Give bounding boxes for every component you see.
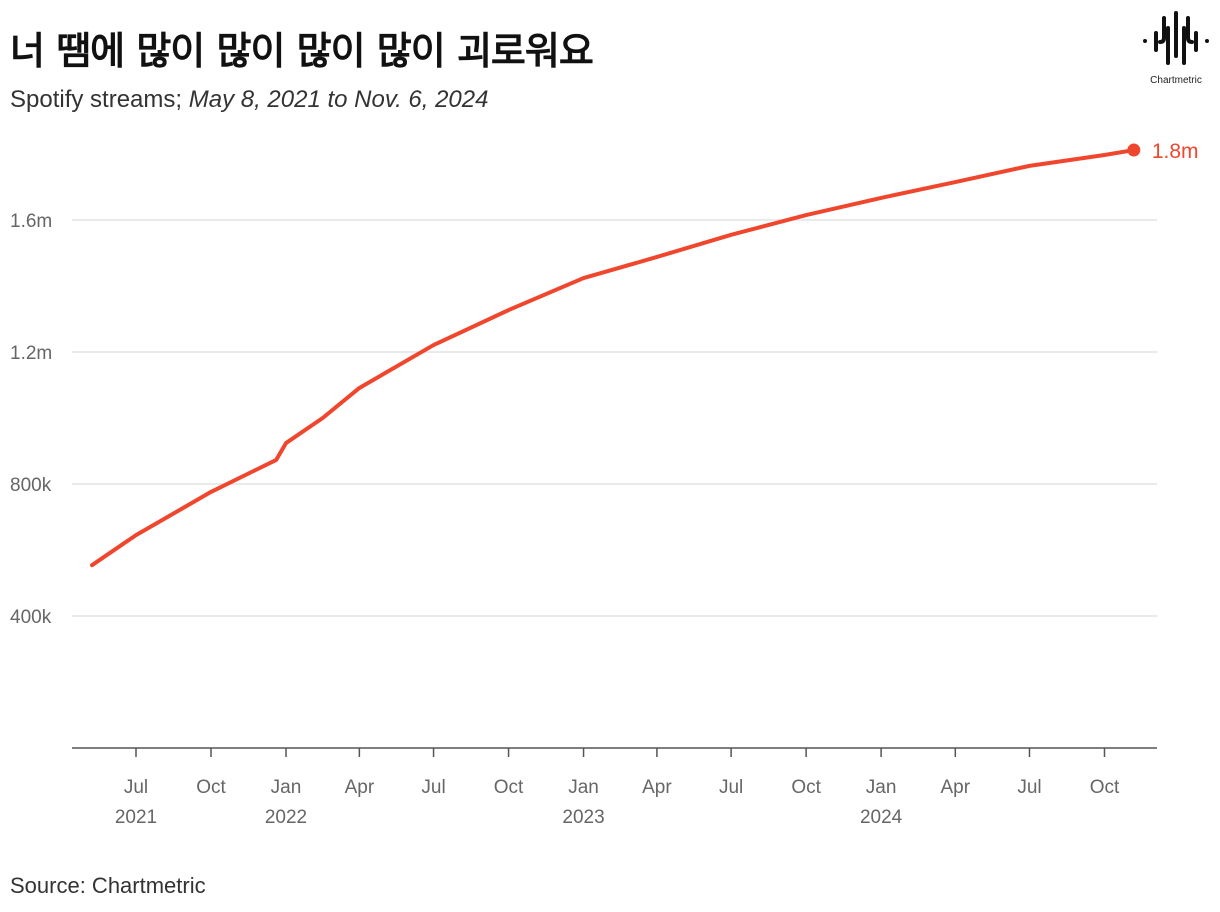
x-year-label: 2022 [265, 807, 307, 828]
x-tick-label: Oct [1090, 777, 1120, 798]
x-tick-label: Apr [345, 777, 375, 798]
y-tick-label: 1.2m [10, 343, 52, 364]
y-tick-label: 800k [10, 475, 52, 496]
series-line [89, 148, 1136, 568]
waveform-icon [1143, 11, 1209, 65]
x-tick-label: Jul [124, 777, 148, 798]
end-point-marker [1127, 143, 1141, 157]
x-year-label: 2024 [860, 807, 903, 828]
x-tick-label: Jul [719, 777, 743, 798]
subtitle-prefix: Spotify streams; [10, 86, 189, 113]
subtitle-date-range: May 8, 2021 to Nov. 6, 2024 [188, 86, 489, 113]
x-tick-label: Oct [791, 777, 821, 798]
x-tick-label: Apr [941, 777, 971, 798]
chart-title: 너 땜에 많이 많이 많이 많이 괴로워요 [10, 29, 594, 73]
end-value-label: 1.8m [1152, 140, 1199, 163]
source-note: Source: Chartmetric [10, 873, 206, 898]
y-tick-label: 400k [10, 607, 52, 628]
chartmetric-logo: Chartmetric [1140, 8, 1212, 94]
x-tick-label: Oct [494, 777, 524, 798]
x-tick-label: Jan [568, 777, 599, 798]
x-tick-label: Apr [642, 777, 672, 798]
x-year-label: 2023 [562, 807, 604, 828]
chart-subtitle: Spotify streams; May 8, 2021 to Nov. 6, … [10, 86, 488, 114]
logo-text: Chartmetric [1150, 75, 1202, 86]
x-tick-label: Jul [1017, 777, 1041, 798]
x-tick-label: Jul [421, 777, 445, 798]
x-tick-label: Oct [196, 777, 226, 798]
y-tick-label: 1.6m [10, 211, 52, 232]
x-tick-label: Jan [866, 777, 897, 798]
x-year-label: 2021 [115, 807, 157, 828]
x-tick-label: Jan [271, 777, 302, 798]
